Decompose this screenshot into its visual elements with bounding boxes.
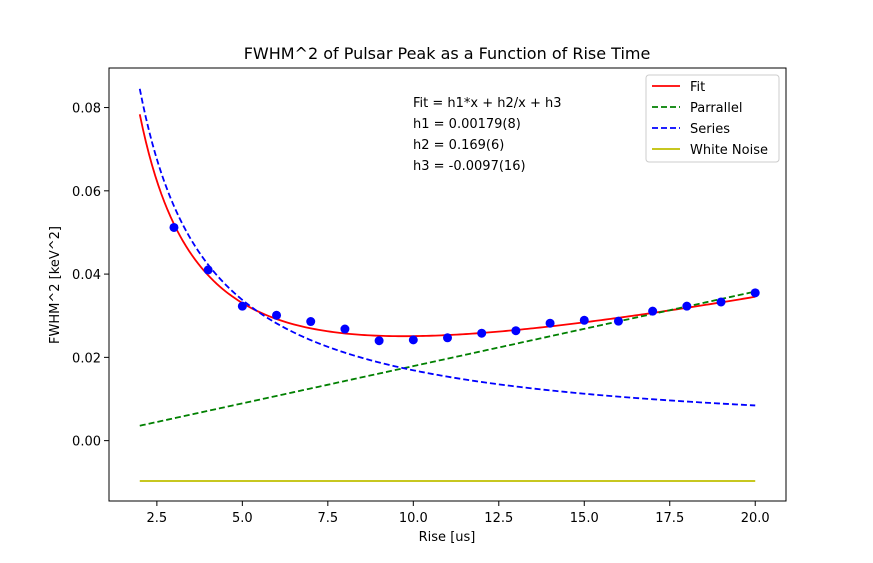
data-point [237, 301, 247, 311]
y-tick-label: 0.04 [72, 268, 101, 283]
data-point [272, 310, 282, 320]
x-tick-label: 2.5 [147, 511, 168, 526]
data-point [306, 317, 316, 327]
annotation-h1: h1 = 0.00179(8) [413, 117, 521, 132]
legend-label-parallel: Parrallel [690, 101, 742, 116]
x-tick-label: 10.0 [399, 511, 428, 526]
x-tick-label: 7.5 [317, 511, 338, 526]
data-point [374, 336, 384, 346]
annotation-h2: h2 = 0.169(6) [413, 138, 504, 153]
legend-box [645, 74, 780, 163]
data-point [477, 328, 487, 338]
series-line-series [138, 88, 756, 407]
data-point [648, 306, 658, 316]
x-tick-label: 20.0 [741, 511, 770, 526]
legend-label-series: Series [690, 122, 730, 137]
data-point [511, 326, 521, 336]
x-tick-label: 5.0 [232, 511, 253, 526]
y-axis-label: FWHM^2 [keV^2] [48, 226, 63, 344]
data-point [545, 318, 555, 328]
data-point [750, 288, 760, 298]
x-tick-label: 17.5 [655, 511, 684, 526]
annotation-h3: h3 = -0.0097(16) [413, 159, 526, 174]
data-point [613, 316, 623, 326]
legend-label-white-noise: White Noise [690, 143, 768, 158]
legend: Fit Parrallel Series White Noise [645, 74, 780, 163]
x-axis-label: Rise [us] [419, 530, 476, 545]
chart-title: FWHM^2 of Pulsar Peak as a Function of R… [244, 44, 651, 63]
data-point [408, 335, 418, 345]
annotation-fit-formula: Fit = h1*x + h2/x + h3 [413, 96, 562, 111]
x-axis-ticks: 2.5 5.0 7.5 10.0 12.5 15.0 17.5 20.0 [147, 501, 770, 526]
data-point [203, 265, 213, 275]
y-tick-label: 0.00 [72, 435, 101, 450]
y-tick-label: 0.08 [72, 102, 101, 117]
legend-label-fit: Fit [690, 80, 705, 95]
data-point [340, 324, 350, 334]
data-point [443, 333, 452, 343]
x-tick-label: 15.0 [570, 511, 599, 526]
points-layer [169, 222, 760, 346]
data-point [169, 222, 179, 232]
y-axis-ticks: 0.00 0.02 0.04 0.06 0.08 [72, 102, 109, 450]
data-point [579, 315, 589, 325]
axes-frame [108, 67, 787, 502]
fit-annotation: Fit = h1*x + h2/x + h3 h1 = 0.00179(8) h… [413, 96, 562, 174]
y-tick-label: 0.06 [72, 185, 101, 200]
x-tick-label: 12.5 [484, 511, 513, 526]
data-point [682, 301, 692, 311]
data-point [716, 297, 726, 307]
y-tick-label: 0.02 [72, 351, 101, 366]
